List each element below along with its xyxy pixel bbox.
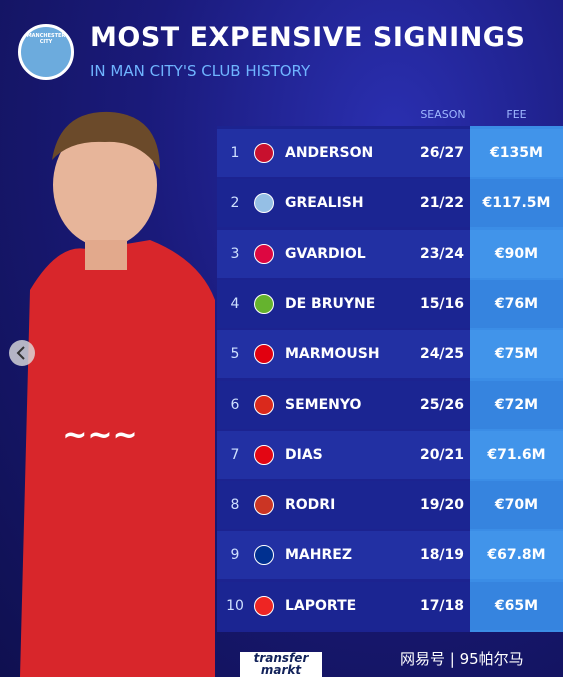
table-row: 4 DE BRUYNE 15/16 €76M bbox=[217, 279, 563, 328]
player-photo: ~~~ bbox=[20, 111, 215, 677]
fee: €76M bbox=[494, 295, 539, 312]
table-row: 7 DIAS 20/21 €71.6M bbox=[217, 430, 563, 479]
fee-cell-bg bbox=[470, 531, 563, 580]
player-name: ANDERSON bbox=[285, 145, 374, 161]
club-logo bbox=[254, 143, 274, 163]
fee: €71.6M bbox=[487, 446, 546, 463]
fee-cell-bg bbox=[470, 179, 563, 228]
fee: €70M bbox=[494, 497, 539, 514]
table-row: 5 MARMOUSH 24/25 €75M bbox=[217, 330, 563, 379]
rank: 2 bbox=[230, 195, 240, 212]
logo-line: markt bbox=[260, 663, 302, 677]
fee: €75M bbox=[494, 346, 539, 363]
season: 20/21 bbox=[419, 446, 465, 463]
season: 26/27 bbox=[419, 145, 465, 161]
season: 18/19 bbox=[419, 547, 465, 564]
club-logo bbox=[254, 293, 274, 314]
season: 24/25 bbox=[419, 346, 465, 363]
table-row: 8 RODRI 19/20 €70M bbox=[217, 481, 563, 530]
season: 23/24 bbox=[419, 245, 465, 262]
subtitle: IN MAN CITY'S CLUB HISTORY bbox=[90, 62, 311, 80]
player-name: MAHREZ bbox=[285, 547, 352, 564]
fee: €135M bbox=[490, 145, 543, 161]
table-row: 2 GREALISH 21/22 €117.5M bbox=[217, 179, 563, 228]
table-row: 10 LAPORTE 17/18 €65M bbox=[217, 581, 563, 630]
season: 19/20 bbox=[419, 497, 465, 514]
club-logo bbox=[254, 595, 274, 616]
fee-cell-bg bbox=[470, 481, 563, 530]
column-header: SEASON bbox=[420, 108, 466, 121]
fee-cell-bg bbox=[470, 279, 563, 328]
player-name: GREALISH bbox=[285, 195, 364, 212]
rank: 6 bbox=[230, 396, 240, 413]
player-name: RODRI bbox=[285, 497, 336, 514]
carousel-prev[interactable] bbox=[8, 339, 36, 367]
rank: 9 bbox=[230, 547, 240, 564]
player-name: DIAS bbox=[285, 446, 323, 463]
table-row: 1 ANDERSON 26/27 €135M bbox=[217, 129, 563, 177]
fee: €65M bbox=[494, 597, 539, 614]
fee: €67.8M bbox=[487, 547, 546, 564]
fee: €72M bbox=[494, 396, 539, 413]
player-name: GVARDIOL bbox=[285, 245, 366, 262]
club-logo bbox=[254, 243, 274, 264]
badge-text: MANCHESTER CITY bbox=[26, 33, 66, 45]
table-row: 9 MAHREZ 18/19 €67.8M bbox=[217, 531, 563, 580]
rank: 3 bbox=[230, 245, 240, 262]
club-logo bbox=[254, 545, 274, 566]
fee-cell-bg bbox=[470, 430, 563, 479]
watermark: 网易号 | 95帕尔马 bbox=[400, 650, 524, 668]
club-badge: MANCHESTER CITY bbox=[18, 24, 74, 80]
fee-cell-bg bbox=[470, 380, 563, 429]
transfermarkt-logo: transfer markt bbox=[240, 652, 322, 677]
club-logo bbox=[254, 193, 274, 214]
season: 17/18 bbox=[419, 597, 465, 614]
rank: 10 bbox=[226, 597, 244, 614]
club-logo bbox=[254, 444, 274, 465]
player-name: LAPORTE bbox=[285, 597, 357, 614]
season: 15/16 bbox=[419, 295, 465, 312]
table-row: 3 GVARDIOL 23/24 €90M bbox=[217, 229, 563, 278]
rank: 1 bbox=[230, 145, 240, 161]
svg-text:~~~: ~~~ bbox=[62, 418, 137, 453]
fee-cell-bg bbox=[470, 330, 563, 379]
fee-cell-bg bbox=[470, 229, 563, 278]
column-header: FEE bbox=[506, 108, 527, 121]
club-logo bbox=[254, 344, 274, 365]
logo-line: transfer bbox=[253, 651, 309, 665]
fee: €117.5M bbox=[482, 195, 551, 212]
club-logo bbox=[254, 394, 274, 415]
fee: €90M bbox=[494, 245, 539, 262]
player-name: MARMOUSH bbox=[285, 346, 380, 363]
fee-cell-bg bbox=[470, 581, 563, 630]
season: 25/26 bbox=[419, 396, 465, 413]
player-name: SEMENYO bbox=[285, 396, 362, 413]
rank: 5 bbox=[230, 346, 240, 363]
season: 21/22 bbox=[419, 195, 465, 212]
club-logo bbox=[254, 495, 274, 516]
rank: 7 bbox=[230, 446, 240, 463]
table-row: 6 SEMENYO 25/26 €72M bbox=[217, 380, 563, 429]
rank: 8 bbox=[230, 497, 240, 514]
player-name: DE BRUYNE bbox=[285, 295, 376, 312]
fee-cell-bg bbox=[470, 129, 563, 177]
title: MOST EXPENSIVE SIGNINGS bbox=[90, 22, 526, 53]
rank: 4 bbox=[230, 295, 240, 312]
